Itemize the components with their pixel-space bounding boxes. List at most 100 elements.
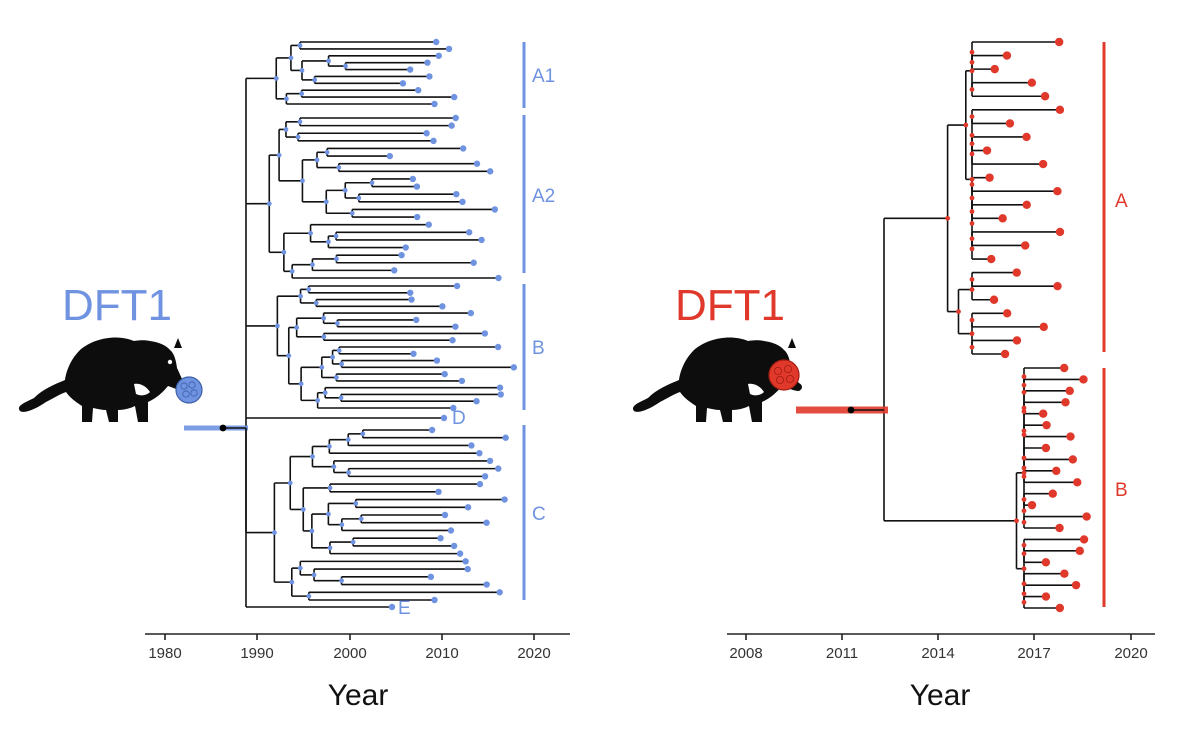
internal-node — [322, 390, 328, 396]
tip-node — [391, 267, 398, 274]
tip-node — [1053, 281, 1062, 291]
internal-node — [336, 347, 342, 353]
left-phylogenetic-tree — [184, 38, 518, 611]
tip-node — [1021, 241, 1030, 250]
tip-node — [407, 289, 414, 296]
tip-node — [470, 259, 477, 266]
right-clade-markers: AB — [1102, 42, 1128, 607]
internal-node — [969, 176, 975, 182]
internal-node — [969, 141, 975, 147]
axis-tick-label: 2020 — [1114, 645, 1147, 662]
internal-node — [1021, 374, 1027, 379]
tip-node — [428, 426, 436, 434]
tip-node — [495, 465, 502, 472]
tip-node — [450, 93, 458, 101]
tip-node — [435, 52, 442, 59]
left-root-node — [219, 424, 227, 432]
tip-node — [409, 175, 417, 183]
internal-node — [315, 397, 321, 403]
clade-label-b: B — [1115, 480, 1128, 501]
internal-node — [313, 300, 319, 306]
tip-node — [1042, 420, 1051, 430]
internal-node — [969, 221, 975, 226]
tip-node — [1059, 363, 1069, 373]
tip-node — [464, 565, 471, 573]
internal-node — [1021, 428, 1027, 434]
tip-node — [450, 542, 458, 550]
internal-node — [345, 437, 351, 443]
internal-node — [969, 209, 975, 214]
internal-node — [336, 165, 342, 170]
internal-node — [326, 58, 331, 64]
tip-node — [1061, 398, 1070, 407]
tip-node — [467, 309, 475, 317]
internal-node — [325, 511, 331, 517]
left-clade-markers: A1 A2 B C — [522, 42, 555, 600]
internal-node — [308, 230, 313, 236]
tip-node — [1012, 336, 1022, 345]
internal-node — [339, 522, 345, 528]
tip-node — [1039, 409, 1048, 418]
internal-node — [297, 119, 303, 125]
axis-tick-label: 2000 — [333, 645, 366, 662]
tip-node — [388, 603, 396, 611]
tip-node — [1041, 558, 1051, 567]
tip-node — [462, 558, 469, 565]
internal-node — [331, 464, 337, 470]
internal-node — [369, 180, 375, 186]
tip-node — [410, 350, 417, 357]
tip-node — [1055, 227, 1065, 237]
tip-node — [473, 398, 480, 405]
tip-node — [431, 596, 438, 604]
tip-node — [413, 316, 420, 324]
internal-node — [969, 151, 975, 157]
right-panel-title: DFT1 — [675, 281, 785, 330]
internal-node — [325, 239, 331, 245]
tip-node — [476, 480, 484, 488]
tip-node — [386, 152, 394, 160]
tip-node — [399, 80, 407, 87]
internal-node — [286, 353, 292, 359]
internal-node — [327, 545, 333, 551]
tip-node — [441, 370, 448, 378]
tip-node — [982, 146, 992, 155]
tip-node — [1060, 569, 1069, 578]
internal-node — [321, 315, 327, 321]
internal-node — [956, 309, 961, 315]
internal-node — [1021, 409, 1027, 414]
internal-node — [274, 323, 280, 329]
internal-node — [969, 344, 975, 350]
tip-node — [1055, 603, 1065, 613]
axis-tick-label: 2011 — [826, 645, 858, 662]
tip-node — [440, 414, 448, 422]
tip-node — [1040, 92, 1050, 101]
internal-node — [319, 364, 325, 370]
internal-node — [288, 55, 294, 61]
tip-node — [447, 527, 455, 534]
axis-tick-label: 2014 — [921, 645, 954, 662]
tip-node — [413, 213, 421, 221]
axis-tick-label: 2010 — [425, 645, 458, 662]
tip-node — [998, 214, 1007, 223]
internal-node — [266, 201, 272, 207]
tip-node — [453, 282, 461, 290]
tip-node — [481, 330, 489, 337]
tip-node — [426, 73, 433, 80]
tip-label-d: D — [452, 408, 466, 429]
internal-node — [969, 87, 975, 92]
internal-node — [343, 63, 348, 69]
tip-node — [1000, 349, 1010, 359]
tip-node — [987, 254, 996, 264]
tip-node — [1054, 37, 1064, 47]
clade-label-b: B — [532, 338, 545, 359]
internal-node — [297, 43, 303, 48]
internal-node — [327, 485, 333, 491]
right-time-axis: 2008 2011 2014 2017 2020 — [727, 633, 1155, 662]
internal-node — [314, 157, 320, 163]
internal-node — [273, 75, 279, 81]
internal-node — [1021, 432, 1027, 438]
internal-node — [283, 127, 289, 132]
tip-node — [1005, 119, 1015, 128]
tip-node — [483, 519, 490, 526]
tip-node — [1075, 546, 1085, 556]
